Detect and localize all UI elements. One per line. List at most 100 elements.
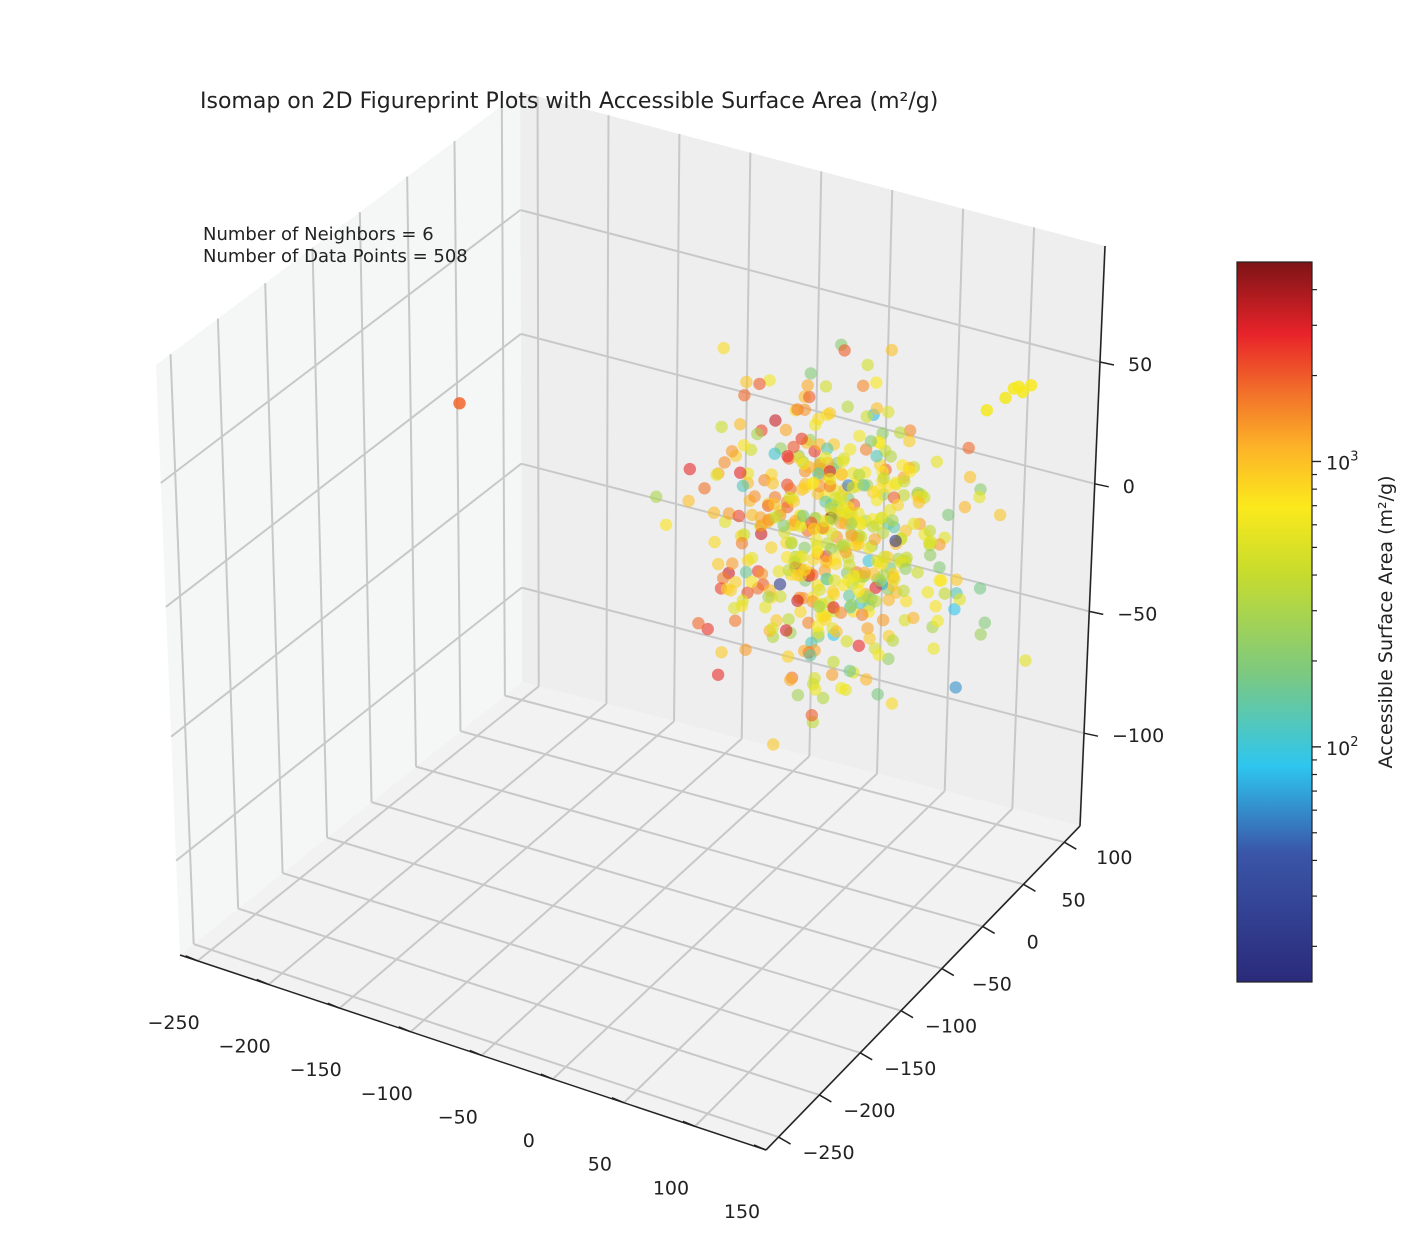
scatter-point — [711, 668, 725, 681]
scatter-point — [882, 405, 895, 419]
scatter-point — [683, 462, 696, 476]
scatter-point — [718, 456, 731, 469]
scatter-point — [857, 479, 870, 492]
y-tick-mark — [859, 1052, 873, 1061]
z-grid-line-right — [521, 462, 1090, 613]
x-tick-label: 150 — [724, 1201, 760, 1223]
scatter-point — [929, 600, 942, 613]
scatter-point — [1019, 654, 1032, 667]
scatter-point — [737, 439, 751, 452]
scatter-point — [791, 688, 805, 702]
scatter-point — [843, 559, 856, 572]
scatter-point — [834, 606, 848, 619]
y-vertical-grid-line — [358, 212, 373, 803]
scatter-point — [745, 575, 758, 588]
scatter-point — [829, 557, 843, 571]
scatter-point — [898, 475, 911, 488]
scatter-point — [973, 582, 987, 595]
scatter-point — [770, 510, 783, 524]
z-tick-label: −100 — [1112, 725, 1164, 747]
scatter-point — [794, 605, 807, 618]
scatter-point — [753, 377, 766, 391]
y-vertical-grid-line — [169, 354, 195, 945]
scatter-point — [963, 470, 977, 484]
scatter-point — [846, 481, 860, 494]
z-tick-mark — [1099, 361, 1115, 366]
scatter-point — [980, 404, 993, 417]
y-grid-line — [326, 836, 902, 1012]
scatter-point — [765, 541, 778, 554]
scatter-point — [933, 561, 946, 574]
scatter-point — [804, 649, 817, 662]
x-tick-label: −150 — [290, 1059, 342, 1081]
scatter-point — [853, 468, 866, 481]
scatter-point — [852, 507, 865, 520]
x-grid-line — [552, 772, 878, 1080]
scatter-point — [856, 608, 869, 621]
scatter-point — [896, 459, 909, 472]
scatter-point — [853, 429, 866, 443]
scatter-point — [772, 565, 785, 578]
floor-pane — [180, 682, 1080, 1150]
scatter-point — [911, 566, 924, 579]
scatter-point — [763, 374, 776, 387]
x-wall-grid-line — [673, 133, 681, 722]
scatter-point — [717, 572, 730, 585]
colorbar-ticks: 102 103 — [1312, 289, 1358, 947]
scatter-point — [826, 512, 840, 525]
y-vertical-grid-line — [216, 318, 240, 909]
scatter-point — [682, 494, 695, 508]
scatter-point — [886, 514, 899, 527]
scatter-point — [717, 341, 730, 355]
scatter-point — [863, 632, 876, 645]
z-grid-line-left — [175, 586, 523, 862]
colorbar-tick-label: 103 — [1326, 449, 1358, 474]
y-tick-mark — [778, 1136, 791, 1145]
y-axis-line — [765, 825, 1081, 1151]
scatter-point — [795, 432, 808, 445]
scatter-point — [794, 520, 807, 533]
scatter-point — [891, 498, 905, 512]
y-vertical-grid-line — [406, 176, 417, 767]
scatter-point — [886, 567, 900, 580]
scatter-point — [812, 412, 825, 426]
scatter-point — [838, 344, 851, 357]
scatter-point — [740, 375, 753, 389]
scatter-point — [659, 518, 673, 531]
scatter-point — [874, 574, 887, 587]
scatter-point — [819, 613, 832, 626]
scatter-point — [885, 343, 898, 357]
scatter-point — [729, 614, 742, 627]
y-tick-mark — [819, 1094, 832, 1103]
scatter-point — [824, 472, 837, 486]
scatter-point — [722, 507, 736, 520]
scatter-point — [978, 616, 991, 629]
scatter-point — [886, 634, 900, 647]
scatter-point — [819, 380, 833, 393]
y-tick-label: 100 — [1096, 847, 1132, 869]
scatter-point — [950, 573, 963, 586]
scatter-point — [826, 668, 839, 681]
y-grid-line — [282, 872, 861, 1054]
scatter-point — [1012, 380, 1025, 393]
scatter-point — [897, 489, 910, 502]
scatter-point — [877, 613, 890, 627]
scatter-point — [958, 500, 972, 514]
scatter-point — [827, 655, 840, 669]
scatter-point — [870, 449, 883, 463]
colorbar — [1236, 261, 1313, 983]
scatter-point — [852, 639, 865, 652]
colorbar-tick-label: 102 — [1326, 735, 1358, 760]
scatter-point — [779, 423, 793, 437]
scatter-point — [847, 569, 860, 583]
x-grid-line — [481, 755, 811, 1057]
scatter-point — [835, 489, 849, 503]
scatter-point — [843, 589, 856, 602]
y-vertical-grid-line — [453, 141, 462, 732]
annotation-neighbors: Number of Neighbors = 6 — [203, 224, 434, 245]
scatter-point — [942, 508, 955, 522]
scatter-point — [993, 508, 1007, 522]
scatter-point — [953, 593, 966, 606]
scatter-point — [903, 424, 917, 437]
